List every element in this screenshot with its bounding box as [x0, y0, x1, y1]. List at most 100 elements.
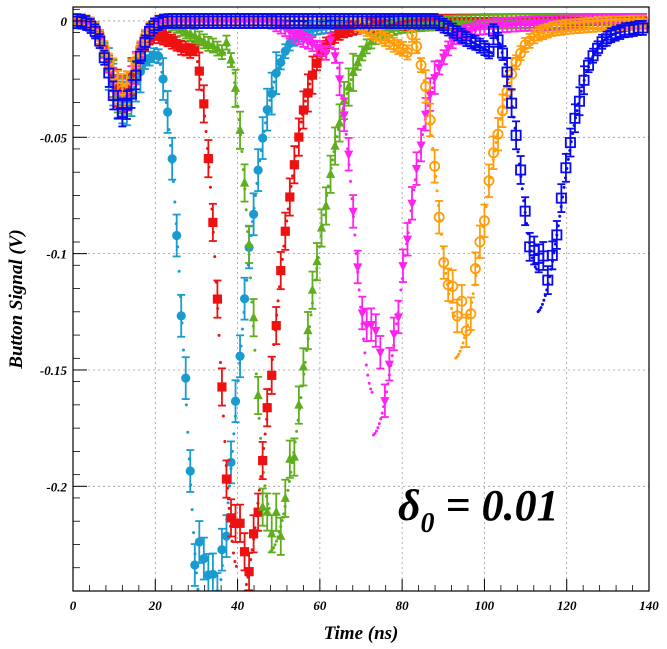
data-point [420, 110, 431, 120]
fit-dot [219, 578, 223, 582]
fit-dot [335, 135, 339, 139]
data-point [176, 311, 186, 321]
data-point [515, 47, 527, 59]
fit-dot [530, 256, 534, 260]
data-point [316, 45, 327, 55]
data-point [199, 35, 209, 45]
fit-dot [171, 180, 175, 184]
fit-dot [232, 432, 236, 436]
data-point [271, 68, 281, 78]
data-point [226, 457, 236, 467]
fit-dot [399, 288, 403, 292]
data-point [172, 230, 182, 241]
data-point [353, 263, 363, 273]
data-point [384, 360, 394, 370]
data-point [469, 263, 481, 275]
fit-dot [369, 387, 373, 391]
data-point [226, 513, 236, 523]
data-point [307, 40, 318, 50]
data-point [456, 295, 468, 307]
data-point [167, 154, 177, 164]
fit-dot [426, 104, 430, 108]
data-point [380, 397, 390, 407]
grid [73, 7, 649, 591]
fit-dot [412, 188, 416, 192]
data-point [312, 256, 322, 266]
data-point [185, 466, 195, 476]
data-point [249, 529, 259, 539]
data-point [289, 31, 299, 41]
fit-dot [273, 543, 277, 547]
fit-dot [253, 348, 257, 352]
data-point [465, 308, 477, 320]
data-point [194, 537, 204, 547]
fit-curves [73, 19, 649, 638]
data-point [298, 361, 308, 371]
data-point [217, 382, 227, 392]
fit-dot [186, 430, 190, 434]
fit-dot [444, 271, 448, 275]
fit-dot [494, 141, 498, 145]
fit-dot [204, 129, 208, 133]
data-point [312, 58, 322, 68]
fit-dot [213, 255, 217, 259]
fit-dot [227, 506, 231, 510]
data-point [348, 66, 358, 76]
fit-dot [373, 431, 377, 435]
data-point [276, 265, 286, 276]
fit-dot [173, 200, 177, 204]
data-point [239, 177, 250, 187]
data-point [325, 36, 336, 46]
fit-dot [539, 306, 543, 310]
fit-dot [377, 422, 381, 426]
data-point [267, 370, 277, 380]
fit-dot [249, 276, 253, 280]
data-point [325, 168, 336, 178]
fit-dot [244, 208, 248, 212]
data-point [249, 312, 259, 322]
data-point [190, 30, 200, 40]
data-point [321, 49, 331, 59]
fit-dot [244, 583, 248, 587]
fit-dot [566, 157, 570, 161]
data-point [289, 451, 299, 461]
fit-dot [322, 213, 326, 217]
fit-dot [221, 414, 225, 418]
data-point [217, 46, 227, 56]
data-point [285, 192, 295, 202]
data-point [430, 74, 440, 84]
data-point [497, 105, 509, 117]
series-points [73, 13, 648, 591]
data-point [344, 150, 354, 160]
fit-dot [257, 416, 261, 420]
series-points [73, 13, 649, 296]
fit-dot [431, 86, 435, 90]
fit-dot [299, 396, 303, 400]
fit-dot [196, 587, 200, 591]
fit-dot [259, 436, 263, 440]
data-point [335, 117, 345, 127]
data-point [510, 56, 522, 68]
data-point [280, 46, 290, 56]
data-point [208, 217, 218, 228]
data-point [366, 35, 376, 46]
data-point [226, 54, 236, 64]
data-point [262, 105, 272, 115]
data-point [94, 35, 106, 47]
fit-dot [363, 351, 367, 355]
data-point [366, 321, 376, 331]
fit-dot [263, 432, 267, 436]
fit-dot [199, 612, 202, 615]
data-point [258, 133, 268, 143]
fit-dot [223, 439, 227, 443]
data-point [221, 474, 232, 484]
fit-dot [503, 98, 507, 102]
data-point [289, 160, 299, 170]
fit-dot [507, 81, 511, 85]
fit-dot [408, 51, 412, 55]
fit-dot [367, 381, 371, 385]
data-point [258, 455, 268, 466]
fit-dot [212, 635, 215, 638]
fit-dot [253, 194, 257, 198]
data-point [262, 506, 272, 516]
